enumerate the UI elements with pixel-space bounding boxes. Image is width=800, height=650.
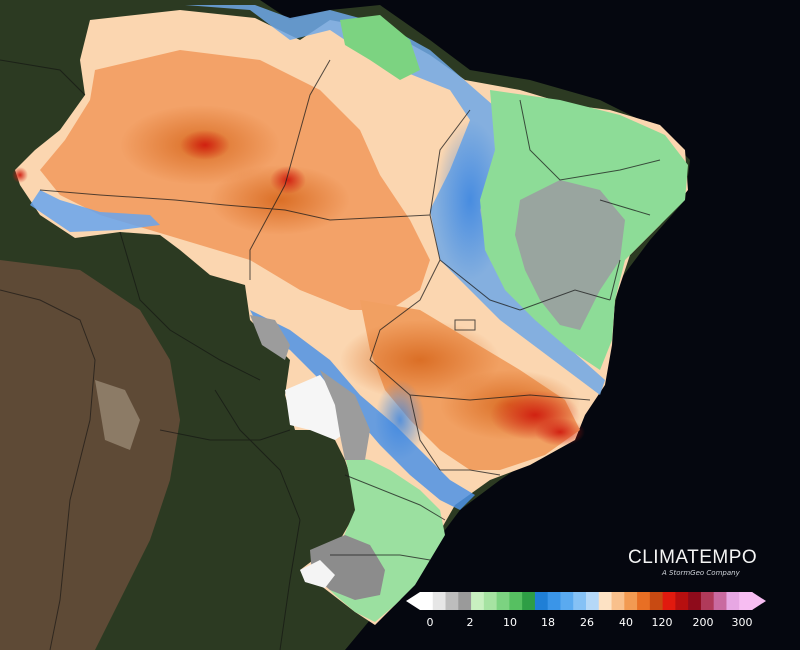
colorbar-tick-label: 18 [541, 616, 555, 629]
colorbar-swatch [598, 592, 613, 610]
colorbar-swatch [624, 592, 638, 610]
colorbar-tick-label: 300 [731, 616, 753, 629]
colorbar-tick-label: 120 [651, 616, 673, 629]
colorbar-swatch [637, 592, 651, 610]
colorbar-swatch [649, 592, 664, 610]
andes-region [0, 260, 180, 650]
colorbar-swatch [432, 592, 447, 610]
colorbar-swatch [688, 592, 702, 610]
colorbar-swatch [522, 592, 536, 610]
colorbar-swatch [483, 592, 498, 610]
deep-orange-blob [340, 320, 500, 400]
state-borders [39, 59, 661, 561]
gray-dry-zone-west2 [250, 315, 290, 360]
blue-rain-band-west [30, 190, 160, 232]
white-dry-zone [285, 375, 350, 440]
colorbar-arrow-right [752, 592, 766, 610]
colorbar-tick-label: 10 [503, 616, 517, 629]
colorbar-swatch [560, 592, 574, 610]
gray-dry-zone-west [320, 370, 370, 460]
colorbar-tick-label: 40 [619, 616, 633, 629]
colorbar-swatch [700, 592, 715, 610]
colorbar-swatch [445, 592, 459, 610]
colorbar-tick-label: 200 [692, 616, 714, 629]
colorbar-swatch [726, 592, 740, 610]
colorbar-tick-label: 26 [580, 616, 594, 629]
blue-rain-band-south [250, 310, 475, 510]
brand-tagline: A StormGeo Company [662, 569, 740, 577]
brand-name: CLIMATEMPO [628, 547, 758, 568]
red-hotspot [535, 418, 585, 446]
colorbar-tick-label: 0 [426, 616, 434, 629]
colorbar-swatch [713, 592, 727, 610]
red-hotspot [180, 130, 230, 160]
altiplano-highlights [95, 380, 140, 450]
blue-rain-band [185, 5, 605, 395]
country-borders [0, 59, 301, 650]
colorbar-swatch [611, 592, 625, 610]
blue-blob [375, 380, 425, 460]
colorbar-swatch [471, 592, 485, 610]
white-south-zone [300, 560, 335, 588]
colorbar-swatch [458, 592, 472, 610]
colorbar-swatch [739, 592, 753, 610]
gray-south-zone [310, 535, 385, 600]
colorbar-swatch [573, 592, 587, 610]
colorbar-swatch [547, 592, 561, 610]
colorbar-swatch [534, 592, 549, 610]
colorbar-arrow-left [406, 592, 420, 610]
colorbar-swatch [496, 592, 510, 610]
colorbar-swatch [675, 592, 689, 610]
colorbar [406, 592, 766, 610]
colorbar-swatch [662, 592, 676, 610]
red-hotspot [270, 166, 306, 194]
colorbar-tick-label: 2 [466, 616, 474, 629]
colorbar-swatch [509, 592, 523, 610]
green-amazon-north [340, 15, 420, 80]
gray-dry-zone [515, 180, 625, 330]
colorbar-swatch [420, 592, 434, 610]
brand-logo: CLIMATEMPO A StormGeo Company [628, 547, 758, 577]
colorbar-swatch [586, 592, 600, 610]
deep-orange-blob [210, 165, 350, 235]
red-hotspot [12, 167, 28, 183]
